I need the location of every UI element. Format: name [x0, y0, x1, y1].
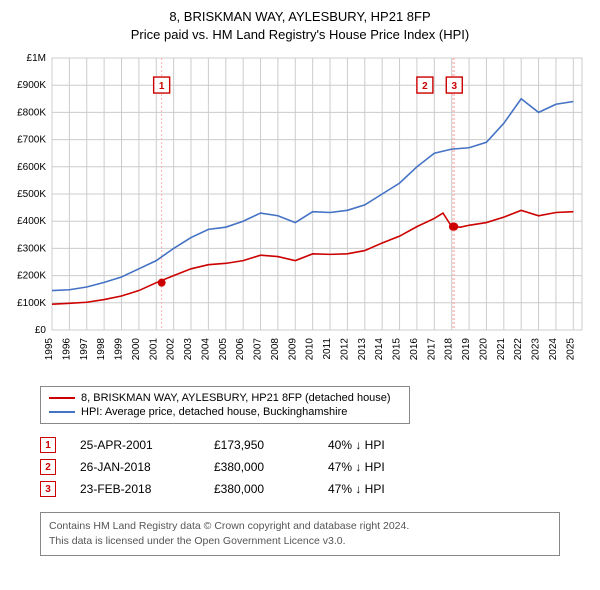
svg-text:2015: 2015 [392, 338, 403, 361]
svg-text:2003: 2003 [183, 338, 194, 361]
svg-text:2025: 2025 [565, 338, 576, 361]
svg-text:2012: 2012 [339, 338, 350, 361]
svg-text:2010: 2010 [305, 338, 316, 361]
sale-diff: 40% ↓ HPI [328, 438, 428, 452]
title-line-2: Price paid vs. HM Land Registry's House … [10, 26, 590, 44]
svg-text:1996: 1996 [61, 338, 72, 361]
svg-text:£400K: £400K [17, 217, 46, 228]
footer-line-2: This data is licensed under the Open Gov… [49, 534, 551, 549]
svg-text:2013: 2013 [357, 338, 368, 361]
svg-text:£300K: £300K [17, 244, 46, 255]
attribution-box: Contains HM Land Registry data © Crown c… [40, 512, 560, 555]
footer-line-1: Contains HM Land Registry data © Crown c… [49, 519, 551, 534]
svg-text:2: 2 [422, 81, 428, 92]
svg-text:1998: 1998 [96, 338, 107, 361]
sale-row: 3 23-FEB-2018 £380,000 47% ↓ HPI [40, 478, 590, 500]
sale-date: 23-FEB-2018 [80, 482, 190, 496]
sales-table: 1 25-APR-2001 £173,950 40% ↓ HPI 2 26-JA… [40, 434, 590, 500]
svg-text:£500K: £500K [17, 189, 46, 200]
legend-label-hpi: HPI: Average price, detached house, Buck… [81, 406, 347, 418]
svg-text:£800K: £800K [17, 108, 46, 119]
sale-date: 25-APR-2001 [80, 438, 190, 452]
svg-text:2022: 2022 [513, 338, 524, 361]
svg-text:£1M: £1M [27, 53, 46, 64]
chart-container: 8, BRISKMAN WAY, AYLESBURY, HP21 8FP Pri… [0, 0, 600, 566]
svg-text:2011: 2011 [322, 338, 333, 360]
svg-text:2019: 2019 [461, 338, 472, 361]
svg-text:£900K: £900K [17, 81, 46, 92]
sale-marker-icon: 3 [40, 481, 56, 497]
legend: 8, BRISKMAN WAY, AYLESBURY, HP21 8FP (de… [40, 386, 410, 424]
sale-diff: 47% ↓ HPI [328, 482, 428, 496]
svg-text:2002: 2002 [166, 338, 177, 361]
svg-text:£100K: £100K [17, 298, 46, 309]
svg-text:£0: £0 [35, 325, 47, 336]
chart-title-block: 8, BRISKMAN WAY, AYLESBURY, HP21 8FP Pri… [10, 8, 590, 44]
svg-text:2018: 2018 [444, 338, 455, 361]
svg-text:£600K: £600K [17, 162, 46, 173]
svg-text:2009: 2009 [287, 338, 298, 361]
svg-text:2021: 2021 [496, 338, 507, 361]
sale-marker-icon: 1 [40, 437, 56, 453]
svg-text:2008: 2008 [270, 338, 281, 361]
sale-marker-icon: 2 [40, 459, 56, 475]
svg-text:1: 1 [159, 81, 165, 92]
svg-text:2001: 2001 [148, 338, 159, 361]
svg-text:2014: 2014 [374, 338, 385, 361]
sale-date: 26-JAN-2018 [80, 460, 190, 474]
sale-diff: 47% ↓ HPI [328, 460, 428, 474]
svg-text:£200K: £200K [17, 271, 46, 282]
svg-text:£700K: £700K [17, 135, 46, 146]
svg-text:2024: 2024 [548, 338, 559, 361]
svg-text:2000: 2000 [131, 338, 142, 361]
svg-text:2005: 2005 [218, 338, 229, 361]
sale-row: 1 25-APR-2001 £173,950 40% ↓ HPI [40, 434, 590, 456]
sale-row: 2 26-JAN-2018 £380,000 47% ↓ HPI [40, 456, 590, 478]
svg-text:3: 3 [451, 81, 457, 92]
sale-price: £380,000 [214, 482, 304, 496]
svg-text:2017: 2017 [426, 338, 437, 361]
svg-text:1995: 1995 [44, 338, 55, 361]
sale-price: £173,950 [214, 438, 304, 452]
legend-item-property: 8, BRISKMAN WAY, AYLESBURY, HP21 8FP (de… [49, 391, 401, 405]
svg-text:2020: 2020 [478, 338, 489, 361]
svg-text:1997: 1997 [79, 338, 90, 361]
chart-svg: £0 £100K £200K £300K £400K £500K £600K £700K £80… [10, 50, 590, 380]
sale-price: £380,000 [214, 460, 304, 474]
svg-text:2004: 2004 [200, 338, 211, 361]
legend-swatch-hpi [49, 411, 75, 413]
legend-swatch-property [49, 397, 75, 399]
svg-text:2006: 2006 [235, 338, 246, 361]
legend-item-hpi: HPI: Average price, detached house, Buck… [49, 405, 401, 419]
svg-text:2016: 2016 [409, 338, 420, 361]
legend-label-property: 8, BRISKMAN WAY, AYLESBURY, HP21 8FP (de… [81, 392, 391, 404]
svg-text:1999: 1999 [114, 338, 125, 361]
svg-text:2007: 2007 [253, 338, 264, 361]
title-line-1: 8, BRISKMAN WAY, AYLESBURY, HP21 8FP [10, 8, 590, 26]
line-chart: £0 £100K £200K £300K £400K £500K £600K £700K £80… [10, 50, 590, 380]
svg-text:2023: 2023 [531, 338, 542, 361]
